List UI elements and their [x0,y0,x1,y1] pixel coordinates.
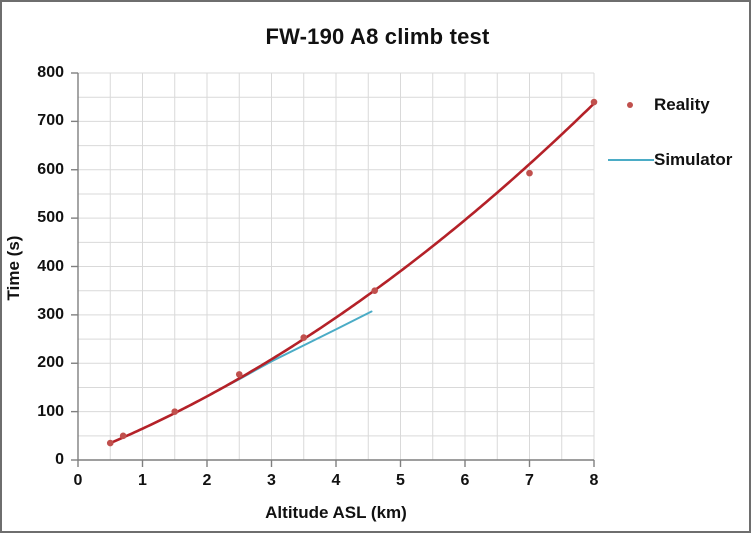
reality-point [106,439,114,447]
chart-title: FW-190 A8 climb test [265,24,490,49]
reality-point [119,432,127,440]
reality-trendline [107,102,596,445]
reality-point [235,371,243,378]
reality-point [371,287,379,294]
y-tick-label: 100 [37,402,64,420]
legend-item-simulator: Simulator [606,143,749,177]
x-tick-label: 2 [202,472,212,489]
x-tick-label: 6 [460,472,470,489]
y-tick-label: 200 [37,354,64,372]
legend-label-reality: Reality [654,95,710,114]
y-tick-label: 500 [37,209,64,227]
y-tick-label: 400 [37,257,64,275]
reality-point [590,98,598,106]
y-tick-label: 300 [37,305,64,323]
y-tick-label: 700 [37,112,64,130]
legend: Reality Simulator [606,88,749,177]
y-axis-title: Time (s) [4,235,23,301]
x-tick-label: 8 [589,472,599,489]
y-tick-label: 800 [37,64,64,81]
x-tick-label: 5 [396,472,405,489]
x-tick-label: 7 [525,472,534,489]
legend-item-reality: Reality [606,88,749,122]
reality-marker-icon [627,102,633,108]
x-tick-label: 0 [73,472,83,489]
reality-point [526,169,533,177]
simulator-line-icon [608,159,654,161]
x-tick-label: 1 [138,472,147,489]
reality-point [300,334,308,341]
x-tick-label: 4 [331,472,341,489]
x-axis-title: Altitude ASL (km) [265,503,407,522]
reality-point [171,408,179,415]
legend-label-simulator: Simulator [654,150,733,169]
y-tick-label: 0 [55,451,64,468]
y-tick-label: 600 [37,160,64,178]
x-tick-label: 3 [267,472,276,489]
